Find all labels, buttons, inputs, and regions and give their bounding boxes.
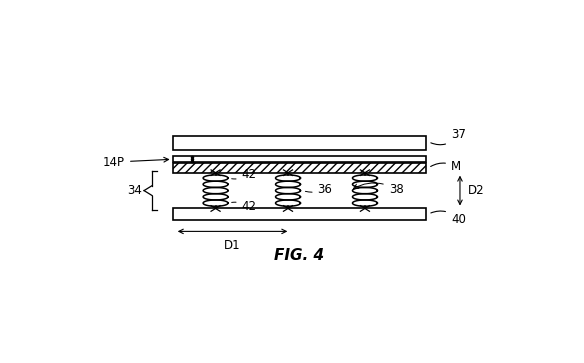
Text: D1: D1 bbox=[224, 239, 241, 252]
Bar bbox=[173, 208, 426, 220]
Bar bbox=[173, 163, 426, 173]
Text: 36: 36 bbox=[305, 183, 332, 196]
Text: D2: D2 bbox=[468, 184, 485, 197]
Text: 34: 34 bbox=[127, 184, 142, 197]
Bar bbox=[173, 136, 426, 150]
Text: 37: 37 bbox=[431, 128, 466, 145]
Text: 38: 38 bbox=[353, 183, 404, 196]
Text: 42: 42 bbox=[232, 168, 256, 182]
Text: 14P: 14P bbox=[103, 156, 169, 168]
Text: 40: 40 bbox=[431, 211, 466, 225]
Text: 42: 42 bbox=[232, 200, 256, 213]
Bar bbox=[173, 156, 426, 162]
Text: M: M bbox=[430, 160, 461, 173]
Text: FIG. 4: FIG. 4 bbox=[274, 249, 324, 264]
